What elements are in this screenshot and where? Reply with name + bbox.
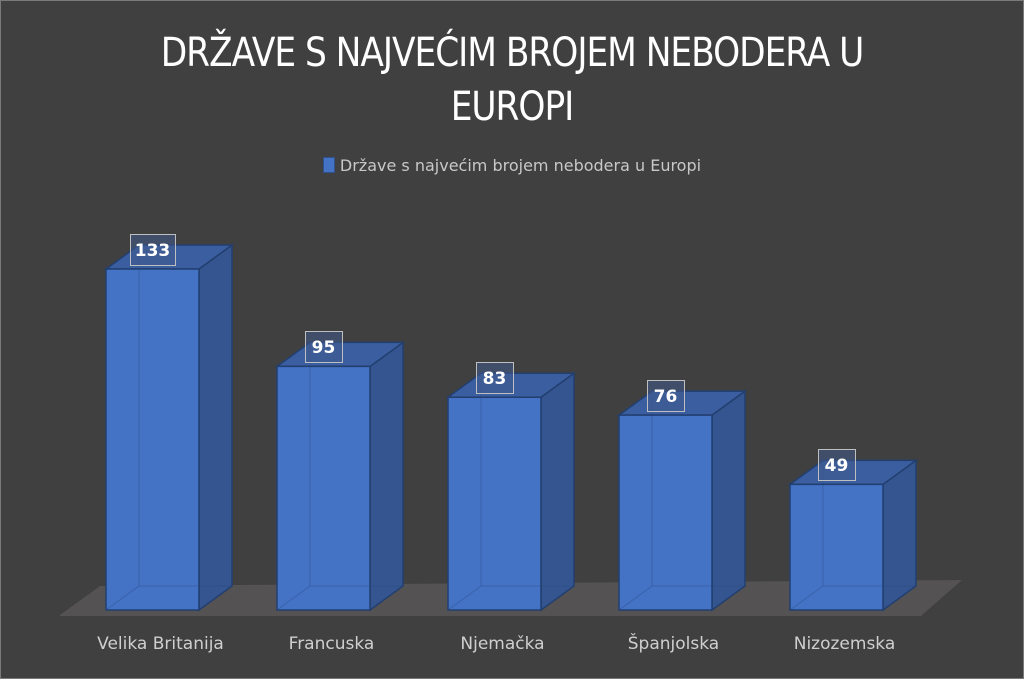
data-label: 76	[646, 380, 685, 413]
bar-side	[711, 389, 746, 612]
legend-swatch-icon	[322, 157, 335, 173]
bar-side	[198, 243, 233, 612]
chart-floor-edge	[60, 615, 922, 616]
data-label: 83	[475, 362, 514, 395]
x-axis-label: Njemačka	[460, 634, 545, 654]
legend: Države s najvećim brojem nebodera u Euro…	[0, 156, 1024, 175]
bar-španjolska	[618, 414, 713, 611]
bar-francuska	[276, 365, 371, 611]
bar-side	[369, 340, 404, 612]
bar-side	[882, 458, 917, 612]
data-label: 49	[817, 449, 856, 482]
data-label: 95	[304, 331, 343, 364]
chart-title-line-2: EUROPI	[450, 84, 575, 130]
x-axis-label: Francuska	[288, 634, 375, 654]
bar-njemačka	[447, 396, 542, 611]
chart-title-line-1: DRŽAVE S NAJVEĆIM BROJEM NEBODERA U	[160, 30, 865, 76]
bar-nizozemska	[789, 483, 884, 611]
x-axis-label: Španjolska	[627, 634, 720, 654]
bar-velika-britanija	[105, 268, 200, 611]
x-axis-label: Velika Britanija	[97, 634, 224, 654]
bar-side	[540, 371, 575, 612]
x-axis-label: Nizozemska	[793, 634, 896, 654]
legend-label: Države s najvećim brojem nebodera u Euro…	[339, 156, 702, 175]
data-label: 133	[129, 234, 176, 266]
chart-title: DRŽAVE S NAJVEĆIM BROJEM NEBODERA U EURO…	[72, 26, 953, 134]
